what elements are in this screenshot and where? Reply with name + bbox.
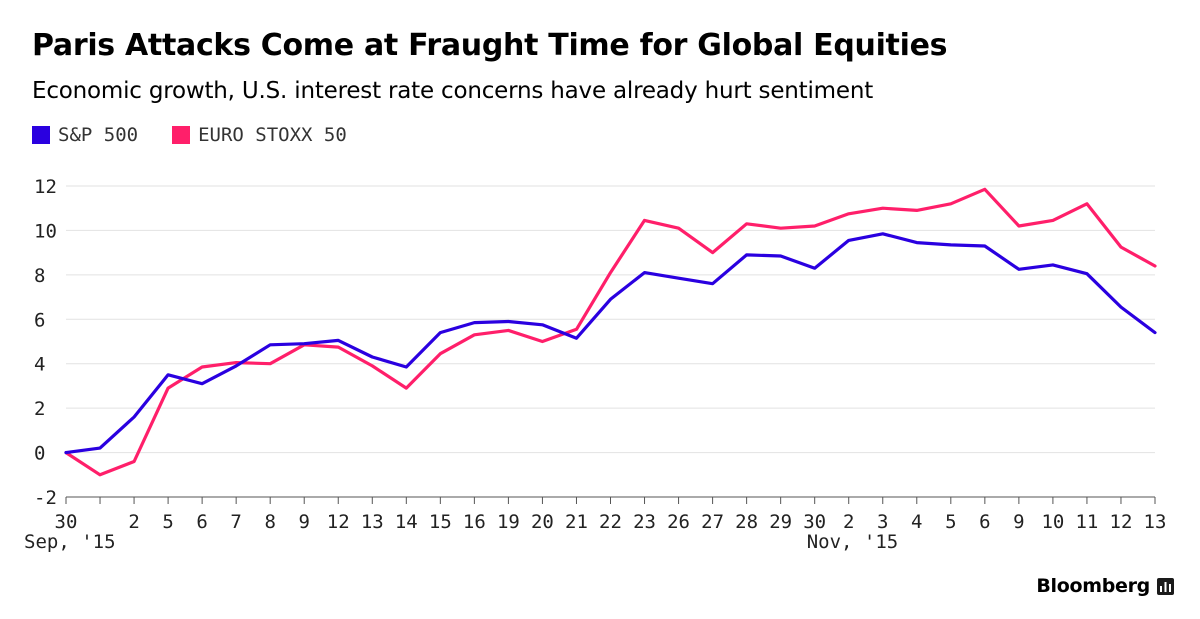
x-tick-label: 6: [979, 511, 990, 533]
x-tick-label: 3: [877, 511, 888, 533]
bloomberg-logo: Bloomberg: [1036, 575, 1174, 597]
x-tick-label: 7: [230, 511, 241, 533]
legend-label-eurostoxx50: EURO STOXX 50: [198, 124, 347, 146]
x-tick-label: 8: [264, 511, 275, 533]
y-tick-label: 2: [34, 398, 45, 420]
x-tick-label: 27: [701, 511, 724, 533]
x-month-label: Sep, '15: [24, 531, 116, 553]
x-tick-label: 30: [55, 511, 78, 533]
x-tick-label: 6: [196, 511, 207, 533]
chart-title: Paris Attacks Come at Fraught Time for G…: [32, 28, 948, 63]
y-tick-label: 12: [34, 176, 57, 198]
series-line-sp500: [64, 232, 1157, 455]
legend-swatch-sp500: [32, 126, 50, 144]
x-tick-label: 13: [1144, 511, 1167, 533]
x-tick-label: 11: [1075, 511, 1098, 533]
x-tick-label: 4: [911, 511, 922, 533]
x-tick-label: 28: [735, 511, 758, 533]
gridlines: [66, 185, 1155, 498]
y-tick-label: 0: [34, 443, 45, 465]
series-lines: [64, 187, 1157, 477]
x-tick-label: 20: [531, 511, 554, 533]
legend-label-sp500: S&P 500: [58, 124, 139, 146]
x-tick-label: 13: [361, 511, 384, 533]
x-tick-label: 29: [769, 511, 792, 533]
x-tick-label: 14: [395, 511, 418, 533]
legend-item-eurostoxx50: EURO STOXX 50: [172, 124, 347, 146]
x-tick-label: 15: [429, 511, 452, 533]
x-tick-label: 23: [633, 511, 656, 533]
x-tick-label: 26: [667, 511, 690, 533]
x-month-label: Nov, '15: [807, 531, 899, 553]
y-tick-label: 10: [34, 220, 57, 242]
x-tick-label: 30: [803, 511, 826, 533]
x-tick-label: 5: [162, 511, 173, 533]
x-tick-label: 16: [463, 511, 486, 533]
x-tick-label: 19: [497, 511, 520, 533]
x-tick-label: 12: [327, 511, 350, 533]
x-tick-label: 2: [128, 511, 139, 533]
legend: S&P 500 EURO STOXX 50: [32, 124, 381, 146]
y-tick-label: 4: [34, 354, 45, 376]
x-tick-label: 5: [945, 511, 956, 533]
brand-name: Bloomberg: [1036, 575, 1150, 597]
legend-item-sp500: S&P 500: [32, 124, 138, 146]
x-tick-label: 2: [843, 511, 854, 533]
x-tick-label: 9: [298, 511, 309, 533]
x-tick-label: 12: [1110, 511, 1133, 533]
legend-swatch-eurostoxx50: [172, 126, 191, 144]
y-tick-label: -2: [34, 487, 57, 509]
series-line-eurostoxx50: [64, 187, 1157, 477]
y-tick-label: 8: [34, 265, 45, 287]
y-tick-label: 6: [34, 309, 45, 331]
chart-subtitle: Economic growth, U.S. interest rate conc…: [32, 78, 874, 104]
x-tick-label: 10: [1041, 511, 1064, 533]
x-tick-label: 21: [565, 511, 588, 533]
bloomberg-chart-icon: [1157, 577, 1174, 595]
x-tick-label: 22: [599, 511, 622, 533]
x-tick-label: 9: [1013, 511, 1024, 533]
